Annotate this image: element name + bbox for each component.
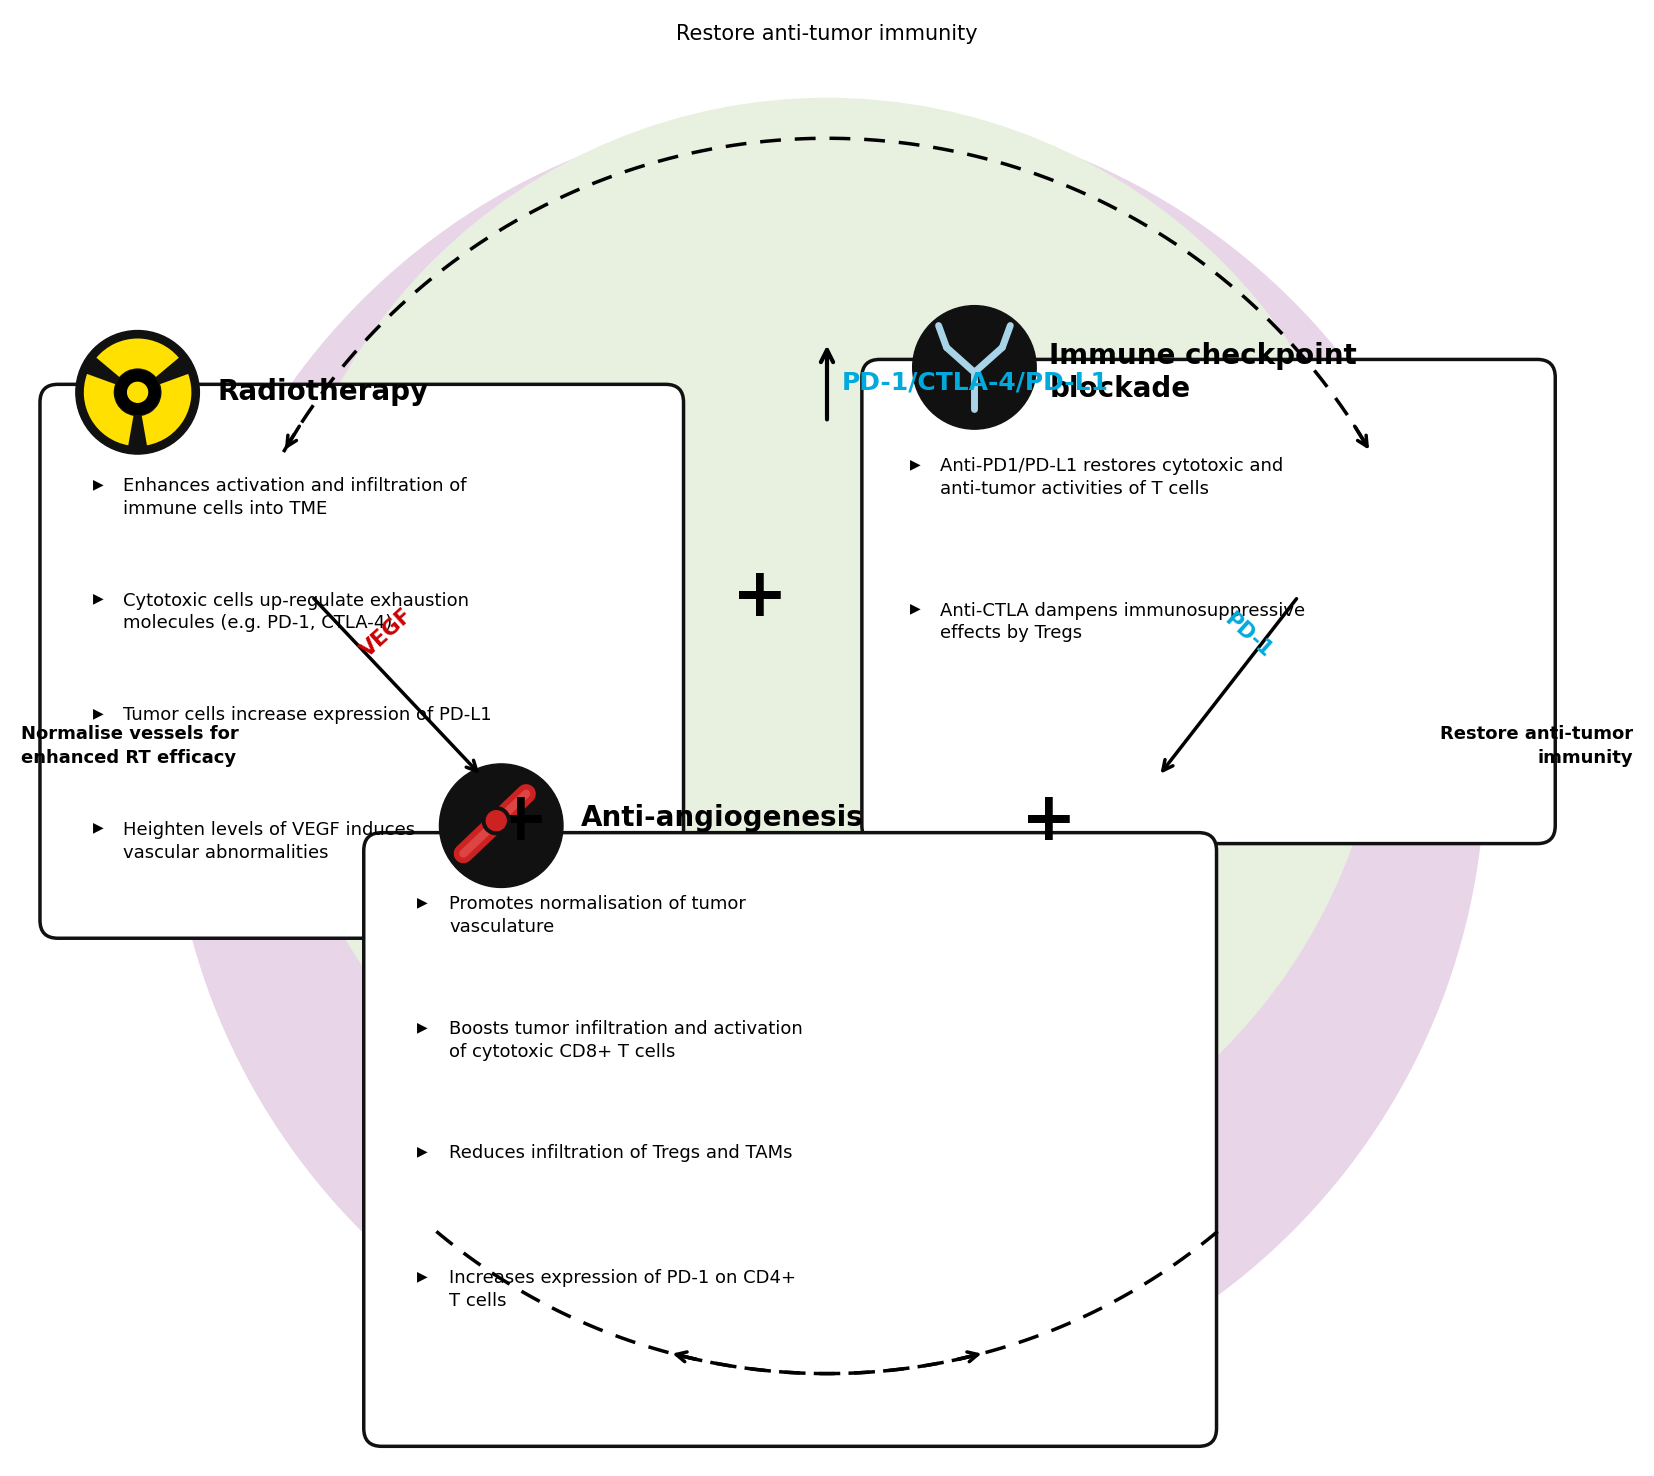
Text: Cytotoxic cells up-regulate exhaustion
molecules (e.g. PD-1, CTLA-4): Cytotoxic cells up-regulate exhaustion m…: [122, 592, 468, 632]
Circle shape: [913, 306, 1035, 430]
Text: ▶: ▶: [93, 477, 104, 492]
Text: ▶: ▶: [417, 1269, 427, 1283]
Text: Anti-CTLA dampens immunosuppressive
effects by Tregs: Anti-CTLA dampens immunosuppressive effe…: [939, 602, 1305, 642]
Text: Immune checkpoint
blockade: Immune checkpoint blockade: [1049, 342, 1356, 403]
Text: ▶: ▶: [93, 821, 104, 835]
FancyBboxPatch shape: [862, 360, 1555, 844]
Text: ▶: ▶: [417, 896, 427, 909]
Circle shape: [270, 99, 1384, 1215]
Text: Reduces infiltration of Tregs and TAMs: Reduces infiltration of Tregs and TAMs: [450, 1144, 792, 1163]
Text: ▶: ▶: [417, 1144, 427, 1159]
Circle shape: [127, 382, 147, 403]
Circle shape: [483, 807, 509, 834]
Text: Increases expression of PD-1 on CD4+
T cells: Increases expression of PD-1 on CD4+ T c…: [450, 1269, 797, 1309]
Text: Restore anti-tumor immunity: Restore anti-tumor immunity: [676, 24, 978, 44]
Text: Boosts tumor infiltration and activation
of cytotoxic CD8+ T cells: Boosts tumor infiltration and activation…: [450, 1020, 804, 1061]
Text: Restore anti-tumor
immunity: Restore anti-tumor immunity: [1441, 725, 1632, 766]
Text: VEGF: VEGF: [357, 605, 417, 661]
Text: PD-1: PD-1: [1221, 610, 1275, 661]
Circle shape: [116, 370, 159, 415]
Circle shape: [76, 331, 200, 455]
Circle shape: [486, 810, 506, 831]
Text: ▶: ▶: [910, 458, 920, 471]
Text: +: +: [493, 788, 549, 853]
Text: Anti-angiogenesis: Anti-angiogenesis: [581, 804, 863, 832]
Circle shape: [169, 108, 1485, 1423]
Text: +: +: [733, 564, 787, 630]
Text: Radiotherapy: Radiotherapy: [217, 378, 428, 406]
Wedge shape: [142, 373, 192, 446]
Text: Tumor cells increase expression of PD-L1: Tumor cells increase expression of PD-L1: [122, 706, 491, 725]
Text: Promotes normalisation of tumor
vasculature: Promotes normalisation of tumor vasculat…: [450, 896, 746, 936]
Text: ▶: ▶: [910, 602, 920, 615]
FancyBboxPatch shape: [364, 832, 1217, 1446]
Text: Normalise vessels for
enhanced RT efficacy: Normalise vessels for enhanced RT effica…: [22, 725, 238, 766]
Circle shape: [440, 765, 562, 887]
Text: Enhances activation and infiltration of
immune cells into TME: Enhances activation and infiltration of …: [122, 477, 466, 518]
Text: Heighten levels of VEGF induces
vascular abnormalities: Heighten levels of VEGF induces vascular…: [122, 821, 415, 862]
Text: +: +: [1021, 788, 1077, 853]
Text: ▶: ▶: [417, 1020, 427, 1033]
Text: Anti-PD1/PD-L1 restores cytotoxic and
anti-tumor activities of T cells: Anti-PD1/PD-L1 restores cytotoxic and an…: [939, 458, 1284, 497]
Wedge shape: [84, 373, 134, 446]
Text: PD-1/CTLA-4/PD-L1: PD-1/CTLA-4/PD-L1: [842, 370, 1108, 394]
FancyBboxPatch shape: [40, 384, 683, 939]
Wedge shape: [96, 338, 179, 376]
Text: ▶: ▶: [93, 592, 104, 605]
Text: ▶: ▶: [93, 706, 104, 720]
